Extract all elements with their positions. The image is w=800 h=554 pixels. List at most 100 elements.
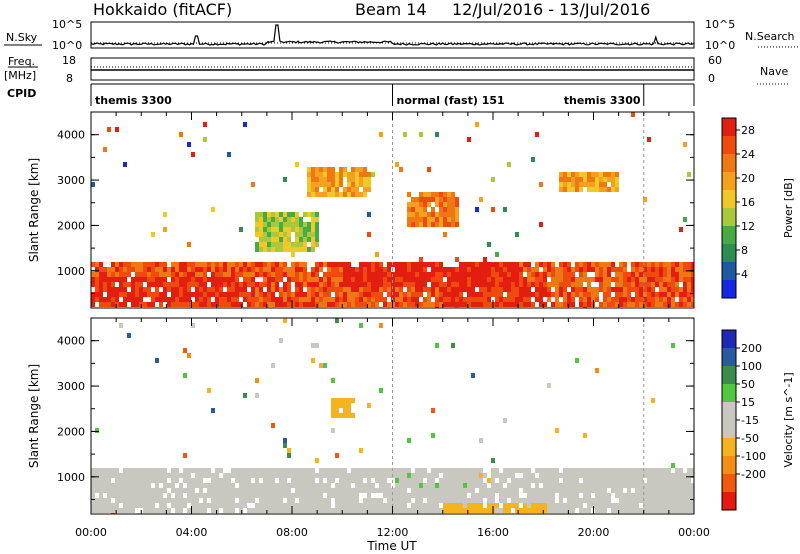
heatmap-cell: [339, 282, 343, 287]
heatmap-cell: [519, 272, 523, 277]
heatmap-cell: [651, 478, 655, 483]
heatmap-cell: [671, 473, 675, 478]
heatmap-cell: [563, 302, 567, 307]
heatmap-cell: [199, 282, 203, 287]
nsky-tick-top: 10^5: [52, 18, 82, 31]
heatmap-cell: [223, 473, 227, 478]
heatmap-cell: [179, 508, 183, 513]
heatmap-cell: [423, 287, 427, 292]
heatmap-cell: [655, 267, 659, 272]
heatmap-cell: [535, 292, 539, 297]
heatmap-cell: [491, 498, 495, 503]
heatmap-cell: [203, 267, 207, 272]
heatmap-cell: [295, 267, 299, 272]
heatmap-cell: [535, 262, 539, 267]
heatmap-cell: [671, 277, 675, 282]
heatmap-cell: [251, 483, 255, 488]
heatmap-cell: [211, 493, 215, 498]
heatmap-cell: [107, 267, 111, 272]
heatmap-cell: [251, 488, 255, 493]
heatmap-cell: [503, 277, 507, 282]
heatmap-cell: [115, 287, 119, 292]
heatmap-cell: [163, 498, 167, 503]
heatmap-cell: [227, 478, 231, 483]
heatmap-cell: [335, 488, 339, 493]
heatmap-cell: [555, 287, 559, 292]
heatmap-cell: [687, 473, 691, 478]
heatmap-cell: [623, 498, 627, 503]
heatmap-cell: [635, 262, 639, 267]
heatmap-cell: [671, 262, 675, 267]
heatmap-cell: [291, 292, 295, 297]
heatmap-cell: [259, 287, 263, 292]
heatmap-cell: [471, 373, 475, 378]
heatmap-cell: [135, 302, 139, 307]
heatmap-cell: [463, 297, 467, 302]
heatmap-cell: [443, 488, 447, 493]
heatmap-cell: [411, 473, 415, 478]
heatmap-cell: [167, 473, 171, 478]
heatmap-cell: [499, 478, 503, 483]
heatmap-cell: [463, 262, 467, 267]
heatmap-cell: [243, 262, 247, 267]
heatmap-cell: [599, 302, 603, 307]
heatmap-cell: [551, 488, 555, 493]
heatmap-cell: [451, 202, 455, 207]
heatmap-cell: [107, 478, 111, 483]
heatmap-cell: [339, 483, 343, 488]
heatmap-cell: [403, 292, 407, 297]
heatmap-cell: [287, 493, 291, 498]
heatmap-cell: [475, 503, 479, 508]
heatmap-cell: [351, 488, 355, 493]
heatmap-cell: [519, 498, 523, 503]
heatmap-cell: [107, 493, 111, 498]
heatmap-cell: [631, 483, 635, 488]
heatmap-cell: [451, 473, 455, 478]
heatmap-cell: [423, 503, 427, 508]
heatmap-cell: [159, 478, 163, 483]
heatmap-cell: [619, 277, 623, 282]
heatmap-cell: [363, 187, 367, 192]
heatmap-cell: [539, 488, 543, 493]
heatmap-cell: [127, 297, 131, 302]
heatmap-cell: [163, 282, 167, 287]
heatmap-cell: [343, 503, 347, 508]
heatmap-cell: [367, 403, 371, 408]
heatmap-cell: [239, 267, 243, 272]
heatmap-cell: [403, 498, 407, 503]
heatmap-cell: [347, 403, 351, 408]
heatmap-cell: [571, 488, 575, 493]
heatmap-cell: [503, 302, 507, 307]
heatmap-cell: [431, 277, 435, 282]
heatmap-cell: [315, 287, 319, 292]
heatmap-cell: [427, 302, 431, 307]
colorbar-tick-label: 4: [741, 268, 748, 281]
nsky-trace: [90, 24, 695, 46]
heatmap-cell: [327, 493, 331, 498]
heatmap-cell: [291, 247, 295, 252]
heatmap-cell: [307, 493, 311, 498]
heatmap-cell: [123, 287, 127, 292]
heatmap-cell: [527, 468, 531, 473]
heatmap-cell: [319, 503, 323, 508]
heatmap-cell: [371, 272, 375, 277]
heatmap-cell: [119, 267, 123, 272]
heatmap-cell: [683, 473, 687, 478]
heatmap-cell: [247, 302, 251, 307]
heatmap-cell: [359, 473, 363, 478]
heatmap-cell: [351, 282, 355, 287]
heatmap-cell: [339, 287, 343, 292]
heatmap-cell: [467, 292, 471, 297]
heatmap-cell: [419, 282, 423, 287]
heatmap-cell: [271, 503, 275, 508]
heatmap-cell: [179, 493, 183, 498]
heatmap-cell: [95, 272, 99, 277]
heatmap-cell: [651, 287, 655, 292]
heatmap-cell: [655, 503, 659, 508]
heatmap-cell: [119, 287, 123, 292]
heatmap-cell: [419, 257, 423, 262]
heatmap-cell: [283, 318, 287, 323]
heatmap-cell: [395, 483, 399, 488]
heatmap-cell: [539, 282, 543, 287]
heatmap-cell: [123, 297, 127, 302]
